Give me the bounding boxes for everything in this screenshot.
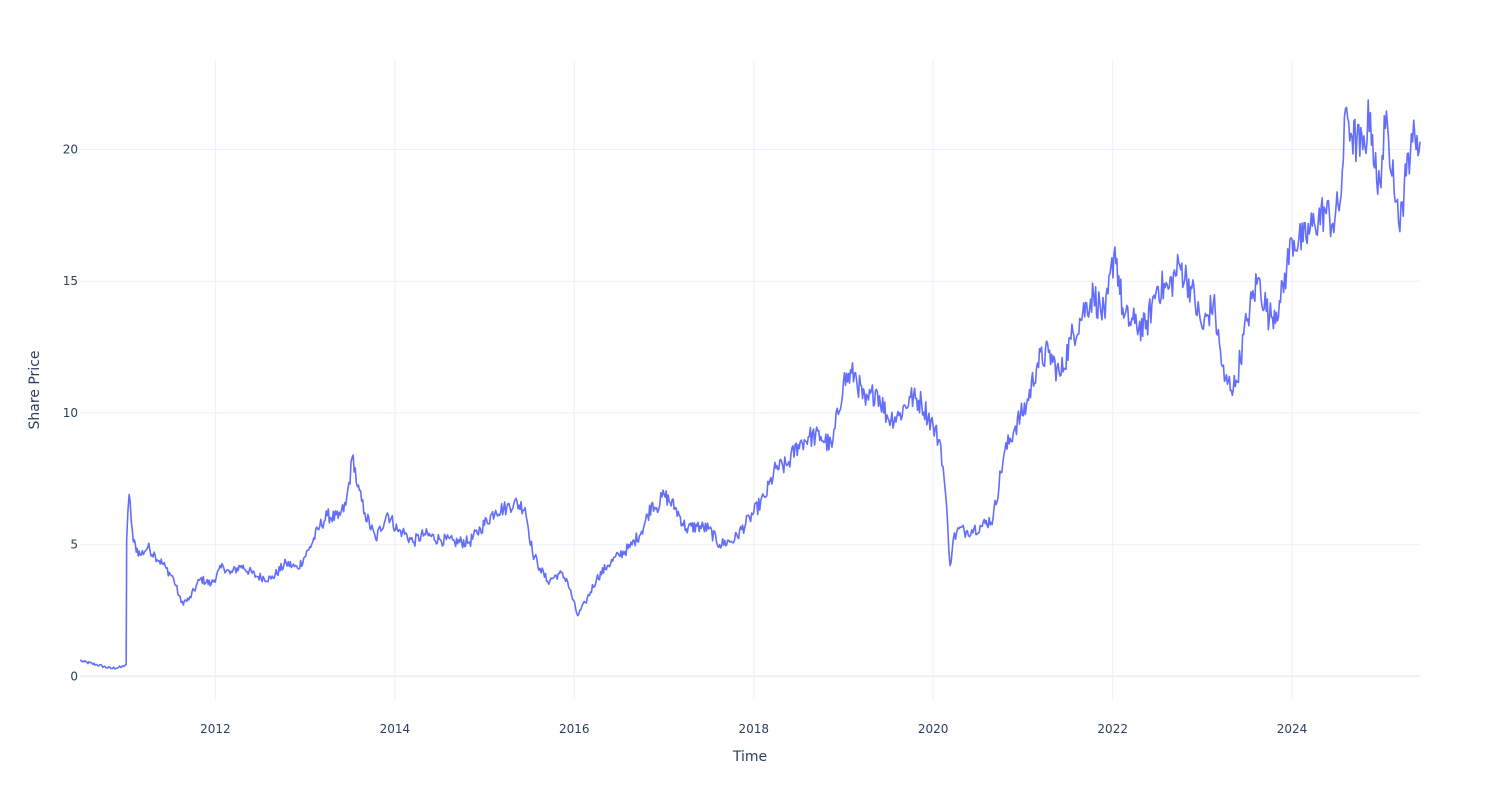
y-tick-label: 20 — [63, 143, 78, 157]
y-tick-label: 15 — [63, 274, 78, 288]
y-tick-labels: 0 5 10 15 20 — [63, 143, 78, 684]
x-gridlines — [214, 60, 1293, 700]
plot-background — [80, 60, 1420, 700]
y-tick-label: 5 — [70, 538, 78, 552]
y-gridlines — [80, 149, 1420, 678]
y-tick-label: 0 — [70, 669, 78, 683]
x-tick-label: 2024 — [1277, 722, 1308, 736]
x-tick-label: 2020 — [918, 722, 949, 736]
x-tick-labels: 2012 2014 2016 2018 2020 2022 2024 — [200, 722, 1307, 736]
series-layer — [79, 99, 1421, 670]
x-axis-title: Time — [732, 749, 767, 765]
series-line-0 — [79, 99, 1421, 670]
x-tick-label: 2016 — [559, 722, 590, 736]
x-tick-label: 2012 — [200, 722, 231, 736]
x-tick-label: 2022 — [1097, 722, 1128, 736]
y-tick-label: 10 — [63, 406, 78, 420]
y-axis-title: Share Price — [27, 350, 43, 429]
x-tick-label: 2014 — [380, 722, 411, 736]
x-tick-label: 2018 — [739, 722, 770, 736]
